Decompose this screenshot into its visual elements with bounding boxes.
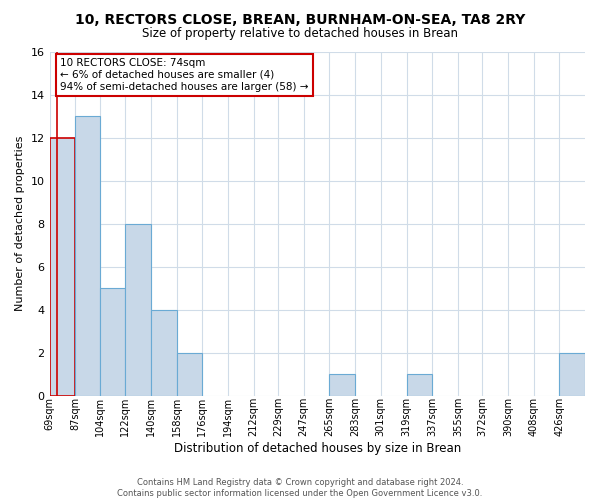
Bar [50,138,75,396]
Bar [100,288,125,396]
Text: 10 RECTORS CLOSE: 74sqm
← 6% of detached houses are smaller (4)
94% of semi-deta: 10 RECTORS CLOSE: 74sqm ← 6% of detached… [60,58,309,92]
Bar [407,374,432,396]
Bar [151,310,176,396]
Bar [176,352,202,396]
Text: 10, RECTORS CLOSE, BREAN, BURNHAM-ON-SEA, TA8 2RY: 10, RECTORS CLOSE, BREAN, BURNHAM-ON-SEA… [75,12,525,26]
Y-axis label: Number of detached properties: Number of detached properties [15,136,25,312]
X-axis label: Distribution of detached houses by size in Brean: Distribution of detached houses by size … [173,442,461,455]
Bar [125,224,151,396]
Bar [75,116,100,396]
Bar [559,352,585,396]
Bar [329,374,355,396]
Text: Contains HM Land Registry data © Crown copyright and database right 2024.
Contai: Contains HM Land Registry data © Crown c… [118,478,482,498]
Text: Size of property relative to detached houses in Brean: Size of property relative to detached ho… [142,28,458,40]
